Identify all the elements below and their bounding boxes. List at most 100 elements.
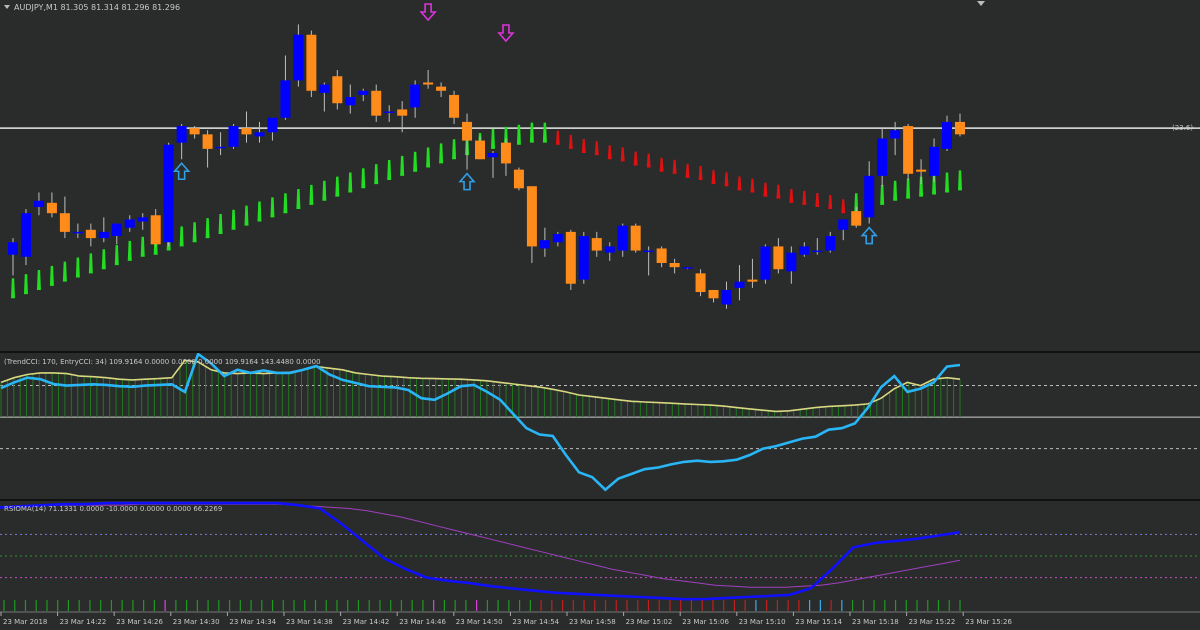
candle-body	[669, 263, 680, 268]
candle-body	[267, 117, 278, 133]
rsioma-panel	[0, 501, 1200, 611]
trail-marker	[400, 155, 405, 176]
time-tick-label: 23 Mar 14:30	[173, 618, 220, 626]
trail-marker	[205, 218, 210, 239]
candle-body	[838, 219, 849, 230]
candle-body	[202, 134, 213, 149]
trail-marker	[452, 139, 457, 160]
trail-marker	[854, 193, 859, 214]
candle-body	[552, 233, 563, 243]
candle-body	[734, 281, 745, 288]
candle-body	[526, 186, 537, 247]
time-tick-label: 23 Mar 15:10	[739, 618, 786, 626]
trail-marker	[335, 176, 340, 197]
trail-marker	[646, 153, 651, 168]
trail-marker	[828, 195, 833, 210]
trail-marker	[659, 157, 664, 172]
candle-body	[786, 252, 797, 272]
trail-marker	[348, 172, 353, 193]
trail-marker	[179, 226, 184, 247]
cci-panel-header: (TrendCCI: 170, EntryCCI: 34) 109.9164 0…	[4, 358, 321, 366]
candle-body	[799, 246, 810, 255]
time-tick-label: 23 Mar 14:50	[456, 618, 503, 626]
candle-body	[513, 169, 524, 189]
candle-body	[851, 211, 862, 226]
candle-body	[955, 121, 965, 135]
time-tick-label: 23 Mar 15:14	[795, 618, 842, 626]
trail-marker	[283, 193, 288, 214]
candle-body	[721, 289, 732, 305]
trail-marker	[257, 201, 262, 222]
trail-marker	[737, 176, 742, 191]
trail-marker	[322, 180, 327, 201]
trail-marker	[140, 236, 145, 257]
collapse-icon[interactable]	[4, 5, 10, 9]
trail-marker	[802, 190, 807, 205]
buy-arrow-icon	[172, 162, 191, 181]
buy-arrow-icon	[860, 226, 878, 245]
candle-body	[539, 240, 550, 249]
buy-arrow-icon	[458, 172, 476, 191]
price-panel-header: AUDJPY,M1 81.305 81.314 81.296 81.296	[14, 3, 180, 12]
trail-marker	[218, 213, 223, 234]
trail-marker	[685, 163, 690, 178]
candle-body	[410, 84, 421, 108]
candle-body	[942, 121, 953, 149]
time-tick-label: 23 Mar 14:26	[116, 618, 163, 626]
trail-marker	[88, 253, 93, 274]
candle-body	[176, 126, 187, 143]
candle-body	[695, 273, 706, 293]
trail-marker	[581, 139, 586, 154]
candle-body	[332, 76, 343, 104]
candle-body	[150, 215, 161, 245]
candle-body	[397, 109, 408, 116]
entry-cci-line	[0, 351, 961, 492]
time-tick-label: 23 Mar 15:06	[682, 618, 729, 626]
trail-marker	[49, 265, 54, 286]
trail-marker	[672, 159, 677, 174]
trail-marker	[568, 134, 573, 149]
trail-marker	[555, 130, 560, 145]
candle-body	[33, 200, 44, 207]
trail-marker	[361, 168, 366, 189]
candle-body	[124, 219, 135, 228]
candle-body	[773, 246, 784, 270]
trend-cci-line	[0, 359, 961, 413]
candle-body	[345, 97, 356, 106]
candle-body	[137, 217, 148, 222]
candle-body	[85, 229, 96, 239]
candle-body	[436, 86, 447, 91]
trail-marker	[296, 189, 301, 210]
trail-marker	[880, 184, 885, 205]
trail-marker	[127, 240, 132, 261]
candle-body	[682, 267, 693, 269]
sell-arrow-icon	[419, 3, 437, 22]
trail-marker	[23, 274, 28, 295]
trail-marker	[101, 249, 106, 270]
candle-body	[72, 231, 83, 234]
time-tick-label: 23 Mar 15:26	[965, 618, 1012, 626]
trail-marker	[244, 205, 249, 226]
time-tick-label: 23 Mar 14:38	[286, 618, 333, 626]
candle-body	[825, 236, 836, 251]
trail-marker	[529, 122, 534, 143]
trail-marker	[231, 209, 236, 230]
trail-marker	[607, 145, 612, 160]
trail-marker	[763, 182, 768, 197]
candle-body	[604, 246, 615, 253]
shift-marker-icon[interactable]	[977, 1, 985, 6]
trail-marker	[374, 164, 379, 185]
trail-marker	[945, 172, 950, 193]
candle-body	[617, 225, 628, 251]
candle-body	[760, 246, 771, 280]
candle-body	[475, 140, 486, 160]
candle-body	[384, 111, 395, 114]
candle-body	[656, 248, 667, 263]
price-panel	[0, 3, 1200, 309]
candle-body	[111, 223, 122, 237]
trail-marker	[620, 147, 625, 162]
time-tick-label: 23 Mar 15:18	[852, 618, 899, 626]
trail-marker	[36, 269, 41, 290]
